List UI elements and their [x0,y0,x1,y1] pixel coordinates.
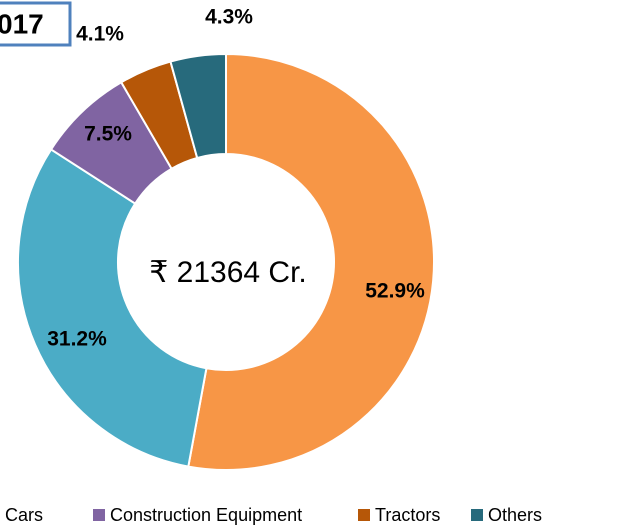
chart-title: 017 [0,8,44,39]
legend-label: Construction Equipment [110,505,302,525]
data-label: 7.5% [84,123,132,146]
legend-marker [471,509,483,521]
data-label: 52.9% [365,280,425,303]
legend-marker [93,509,105,521]
data-label: 31.2% [47,328,107,351]
legend-marker [358,509,370,521]
center-annotation: ₹ 21364 Cr. [149,256,307,289]
data-label: 4.3% [205,6,253,29]
slice [187,52,435,471]
legend-label: Others [488,505,542,525]
legend-label: Cars [5,505,43,525]
legend-label: Tractors [375,505,440,525]
slices [17,52,435,471]
title-box [0,1,72,47]
data-label: 4.1% [76,23,124,46]
slice [17,148,208,468]
slice [169,52,227,160]
